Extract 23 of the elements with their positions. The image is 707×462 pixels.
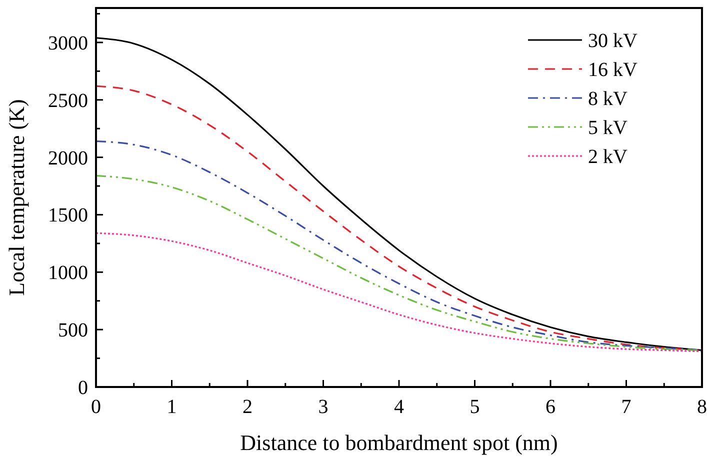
line-series: [95, 232, 703, 352]
y-tick-label: 2500: [48, 90, 88, 112]
legend-label: 30 kV: [588, 30, 638, 52]
legend-label: 2 kV: [588, 146, 628, 168]
y-axis-title: Local temperature (K): [4, 99, 29, 296]
y-tick-label: 2000: [48, 147, 88, 170]
x-tick-label: 2: [242, 396, 252, 418]
x-tick-label: 1: [166, 396, 177, 418]
legend-label: 5 kV: [588, 117, 628, 139]
x-tick-label: 8: [697, 396, 707, 418]
x-tick-label: 4: [394, 396, 404, 418]
x-tick-label: 7: [621, 396, 632, 418]
legend-label: 8 kV: [588, 88, 628, 110]
y-tick-label: 3000: [48, 32, 88, 54]
x-tick-label: 6: [546, 396, 556, 418]
y-tick-label: 1000: [48, 262, 88, 284]
y-tick-label: 0: [78, 377, 88, 399]
legend-label: 16 kV: [588, 59, 638, 81]
x-axis-title: Distance to bombardment spot (nm): [240, 430, 558, 455]
y-tick-label: 1500: [48, 204, 88, 227]
x-tick-label: 3: [318, 396, 328, 418]
x-tick-label: 5: [470, 396, 480, 418]
y-tick-label: 500: [58, 320, 88, 342]
